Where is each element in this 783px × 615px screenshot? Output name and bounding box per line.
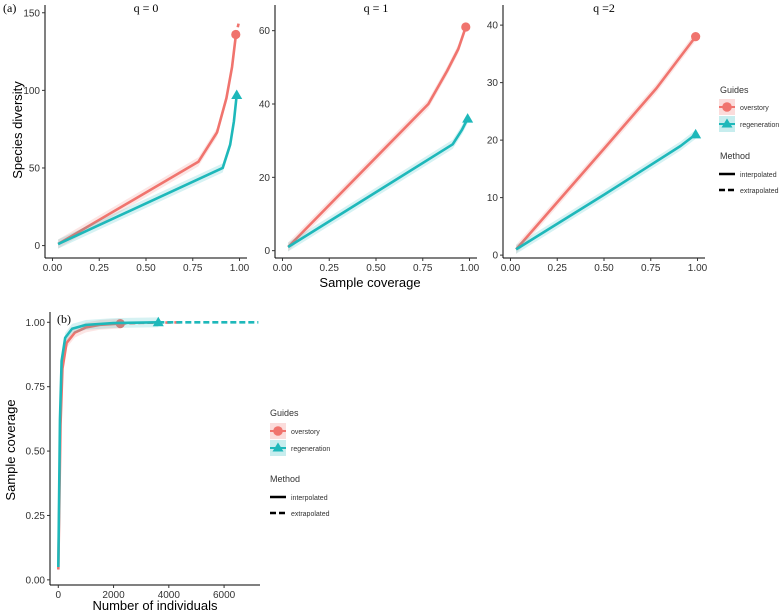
panel-q1: q = 1 0 20 40 60 0.00 0.25 0.50 0.75 1.00 <box>259 1 480 274</box>
y-tick-label-3-1: 0.25 <box>26 511 46 522</box>
x-tick-label-3-0: 0 <box>56 590 62 601</box>
y-axis-title-species-diversity: Species diversity <box>10 81 25 179</box>
legend-bottom-label-overstory: overstory <box>291 429 320 436</box>
y-tick-label-1-0: 0 <box>264 246 270 257</box>
x-axis-title-individuals: Number of individuals <box>92 598 218 613</box>
band-overstory-3 <box>58 318 121 575</box>
legend-top-marker-regeneration <box>721 118 733 128</box>
y-tick-label-0-3: 150 <box>23 8 40 19</box>
y-tick-label-1-2: 40 <box>259 100 271 111</box>
legend-top: Guides overstory regeneration Method int… <box>719 85 779 195</box>
marker-regeneration-0 <box>231 89 243 100</box>
band-overstory-2 <box>516 32 696 254</box>
legend-top-label-regeneration: regeneration <box>740 122 779 129</box>
line-overstory-0 <box>57 35 238 246</box>
panel-title-1: q = 1 <box>364 1 389 15</box>
x-tick-label-2-4: 1.00 <box>688 263 708 274</box>
legend-top-label-overstory: overstory <box>740 105 769 112</box>
y-tick-label-1-1: 20 <box>259 173 271 184</box>
band-regeneration-0 <box>58 90 237 249</box>
legend-bottom-marker-regeneration <box>272 442 284 452</box>
legend-bottom-label-regeneration: regeneration <box>291 446 330 453</box>
x-tick-label-0-0: 0.00 <box>43 263 63 274</box>
x-tick-label-1-1: 0.25 <box>320 263 340 274</box>
x-tick-label-0-4: 1.00 <box>230 263 250 274</box>
x-tick-label-3-2: 4000 <box>158 590 181 601</box>
line-regeneration-0 <box>57 94 239 246</box>
panel-q2: q =2 0 10 20 30 40 0.00 0.25 0.50 0.75 1.00 <box>487 1 708 274</box>
line-overstory-1 <box>287 26 468 248</box>
marker-regeneration-3 <box>152 316 164 327</box>
y-tick-label-1-3: 60 <box>259 26 271 37</box>
x-tick-label-2-2: 0.50 <box>594 263 614 274</box>
legend-bottom-method-title: Method <box>270 474 300 484</box>
y-tick-label-3-2: 0.50 <box>26 447 46 458</box>
panel-title-0: q = 0 <box>134 1 159 15</box>
legend-bottom-guides-title: Guides <box>270 408 299 418</box>
legend-top-label-extrapolated: extrapolated <box>740 188 779 195</box>
marker-regeneration-1 <box>462 113 474 123</box>
x-tick-label-0-2: 0.50 <box>136 263 156 274</box>
marker-overstory-2 <box>691 32 701 42</box>
marker-overstory-0 <box>231 29 241 40</box>
x-tick-label-3-3: 6000 <box>213 590 236 601</box>
legend-bottom-label-interpolated: interpolated <box>291 495 328 502</box>
line-regeneration-3 <box>57 321 159 567</box>
band-overstory-0 <box>58 31 236 249</box>
y-tick-label-3-0: 0.00 <box>26 575 46 586</box>
line-overstory-2 <box>515 35 697 251</box>
band-regeneration-1 <box>288 114 468 252</box>
marker-overstory-1 <box>461 22 471 32</box>
panel-coverage: 0.00 0.25 0.50 0.75 1.00 0 2000 4000 6000Number … <box>3 312 260 613</box>
y-tick-label-0-2: 100 <box>23 86 40 97</box>
y-tick-label-2-4: 40 <box>487 21 499 32</box>
legend-top-method-title: Method <box>720 151 750 161</box>
y-tick-label-2-1: 10 <box>487 193 499 204</box>
line-regeneration-1 <box>287 118 469 249</box>
legend-bottom: Guides overstory regeneration Method int… <box>270 408 330 518</box>
legend-top-guides-title: Guides <box>720 85 749 95</box>
panel-label-b: (b) <box>57 312 71 326</box>
y-axis-title-coverage: Sample coverage <box>3 399 18 500</box>
y-tick-label-2-3: 30 <box>487 78 499 89</box>
line-overstory-3 <box>57 322 121 570</box>
x-tick-label-3-1: 2000 <box>102 590 125 601</box>
x-tick-label-1-4: 1.00 <box>460 263 480 274</box>
panel-label-a: (a) <box>3 1 16 15</box>
x-axis-title-sample-coverage: Sample coverage <box>319 275 420 290</box>
y-tick-label-0-0: 0 <box>34 241 40 252</box>
legend-bottom-marker-overstory <box>273 426 283 436</box>
band-overstory-1 <box>288 22 466 252</box>
x-tick-label-1-2: 0.50 <box>366 263 386 274</box>
line-regeneration-2 <box>515 133 697 251</box>
y-tick-label-3-4: 1.00 <box>26 318 46 329</box>
panel-title-2: q =2 <box>593 1 615 15</box>
y-tick-label-0-1: 50 <box>29 163 41 174</box>
y-tick-label-2-0: 0 <box>492 251 498 262</box>
legend-top-marker-overstory <box>722 102 732 112</box>
x-tick-label-2-0: 0.00 <box>501 263 521 274</box>
x-tick-label-0-1: 0.25 <box>90 263 110 274</box>
panel-q0: q = 0 0 50 100 150 0.00 0.25 0.50 0.75 1.00 <box>23 1 249 274</box>
legend-bottom-label-extrapolated: extrapolated <box>291 511 330 518</box>
x-tick-label-1-3: 0.75 <box>413 263 433 274</box>
x-tick-label-0-3: 0.75 <box>183 263 203 274</box>
x-tick-label-2-1: 0.25 <box>548 263 568 274</box>
x-tick-label-1-0: 0.00 <box>273 263 293 274</box>
y-tick-label-3-3: 0.75 <box>26 382 46 393</box>
y-tick-label-2-2: 20 <box>487 136 499 147</box>
marker-regeneration-2 <box>690 128 702 139</box>
band-regeneration-3 <box>58 317 159 572</box>
x-tick-label-2-3: 0.75 <box>641 263 661 274</box>
legend-top-label-interpolated: interpolated <box>740 172 777 179</box>
